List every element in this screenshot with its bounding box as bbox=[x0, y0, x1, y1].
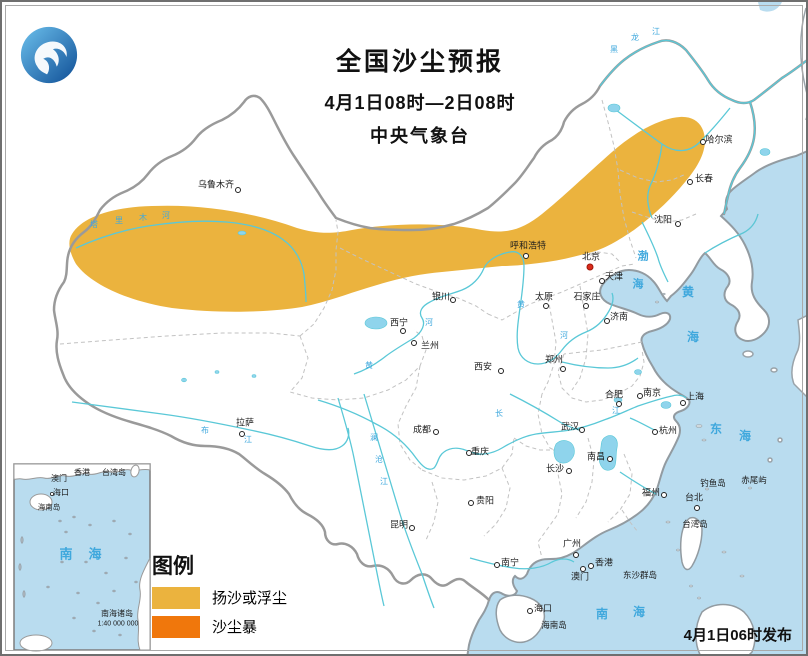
legend-item-dust: 扬沙或浮尘 bbox=[152, 586, 287, 609]
legend-title: 图例 bbox=[152, 555, 194, 578]
storm-swatch bbox=[152, 615, 200, 638]
title-block: 全国沙尘预报 4月1日08时—2日08时 中央气象台 bbox=[255, 42, 585, 148]
province-borders bbox=[59, 99, 697, 559]
release-note: 4月1日06时发布 bbox=[683, 627, 792, 644]
rivers bbox=[71, 39, 806, 609]
small-islands bbox=[655, 292, 752, 600]
cma-logo bbox=[18, 24, 80, 91]
forecast-period: 4月1日08时—2日08时 bbox=[324, 93, 516, 113]
dust-label: 扬沙或浮尘 bbox=[212, 590, 288, 607]
dust-band bbox=[69, 116, 706, 312]
dust-swatch bbox=[152, 586, 200, 609]
china-islands bbox=[495, 516, 756, 654]
cma-logo-icon bbox=[20, 26, 78, 84]
legend: 图例 扬沙或浮尘 沙尘暴 bbox=[152, 550, 287, 638]
sea-area bbox=[466, 2, 806, 654]
agency-name: 中央气象台 bbox=[370, 126, 470, 146]
inset-map bbox=[13, 463, 151, 652]
page-title: 全国沙尘预报 bbox=[335, 48, 504, 76]
legend-item-storm: 沙尘暴 bbox=[152, 615, 287, 638]
storm-label: 沙尘暴 bbox=[212, 619, 258, 636]
